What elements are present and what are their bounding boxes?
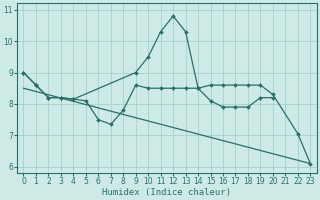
X-axis label: Humidex (Indice chaleur): Humidex (Indice chaleur): [102, 188, 231, 197]
